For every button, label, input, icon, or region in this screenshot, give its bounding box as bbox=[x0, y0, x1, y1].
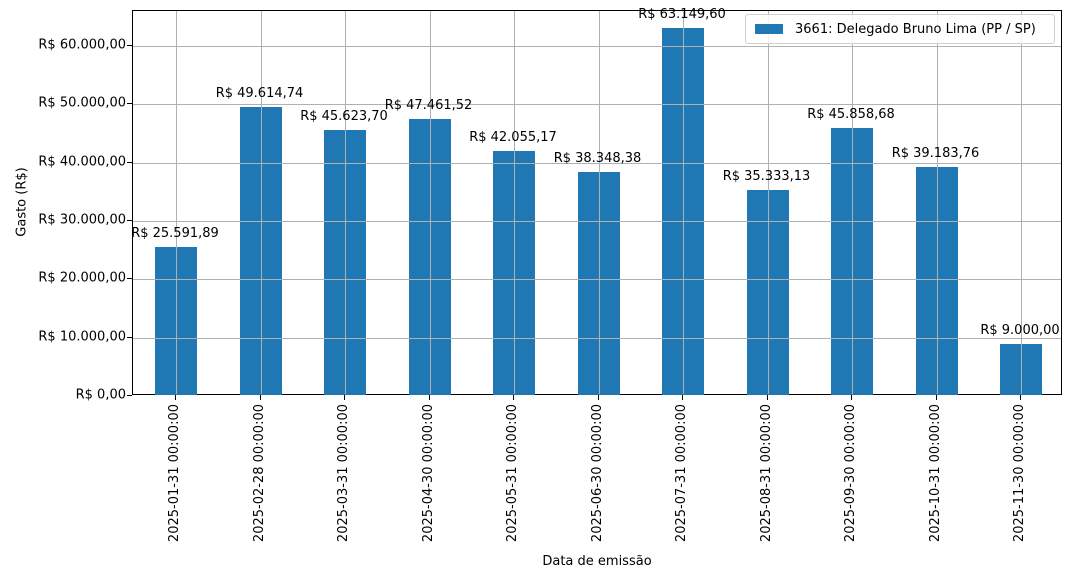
y-tick-label: R$ 60.000,00 bbox=[38, 37, 126, 53]
y-tick-label: R$ 10.000,00 bbox=[38, 329, 126, 345]
x-tick-label: 2025-04-30 00:00:00 bbox=[420, 404, 436, 543]
x-tick-mark bbox=[851, 395, 852, 400]
y-tick-mark bbox=[127, 278, 132, 280]
y-axis-label: Gasto (R$) bbox=[14, 167, 30, 237]
gridline-vertical bbox=[345, 11, 346, 394]
x-tick-mark bbox=[597, 395, 599, 400]
bar-value-label: R$ 38.348,38 bbox=[553, 151, 642, 167]
bar-value-label: R$ 35.333,13 bbox=[722, 168, 811, 184]
bar-value-label: R$ 25.591,89 bbox=[131, 225, 219, 241]
x-tick-mark bbox=[428, 395, 430, 400]
x-tick-label: 2025-09-30 00:00:00 bbox=[843, 404, 858, 543]
x-tick-label: 2025-05-31 00:00:00 bbox=[505, 404, 520, 543]
x-tick-label: 2025-07-31 00:00:00 bbox=[674, 404, 689, 543]
gridline-horizontal bbox=[133, 337, 1061, 339]
y-tick-mark bbox=[127, 336, 132, 338]
gridline-vertical bbox=[683, 11, 684, 394]
gridline-horizontal bbox=[133, 221, 1061, 222]
x-tick-label: 2025-08-31 00:00:00 bbox=[758, 404, 774, 543]
gridline-vertical bbox=[767, 11, 769, 394]
legend: 3661: Delegado Bruno Lima (PP / SP) bbox=[745, 14, 1055, 44]
bar-value-label: R$ 42.055,17 bbox=[469, 129, 557, 145]
bar-value-label: R$ 45.858,68 bbox=[807, 107, 895, 123]
x-tick-label: 2025-10-31 00:00:00 bbox=[927, 404, 943, 543]
y-tick-mark bbox=[127, 161, 132, 163]
x-tick-mark bbox=[259, 395, 261, 400]
y-tick-mark bbox=[127, 395, 132, 396]
gridline-horizontal bbox=[133, 162, 1061, 164]
bar-value-label: R$ 47.461,52 bbox=[384, 98, 473, 114]
bar-value-label: R$ 49.614,74 bbox=[215, 85, 304, 101]
gridline-vertical bbox=[429, 11, 431, 394]
x-axis-label: Data de emissão bbox=[542, 554, 652, 569]
x-tick-mark bbox=[175, 395, 176, 400]
x-tick-mark bbox=[1020, 395, 1021, 400]
bar-value-label: R$ 45.623,70 bbox=[300, 108, 388, 124]
bar-value-label: R$ 63.149,60 bbox=[638, 6, 726, 22]
x-tick-label: 2025-03-31 00:00:00 bbox=[336, 404, 351, 543]
bar-value-label: R$ 39.183,76 bbox=[891, 146, 980, 162]
gridline-horizontal bbox=[133, 104, 1061, 106]
x-tick-mark bbox=[935, 395, 937, 400]
x-tick-label: 2025-02-28 00:00:00 bbox=[251, 404, 267, 543]
x-tick-mark bbox=[682, 395, 683, 400]
y-tick-label: R$ 50.000,00 bbox=[38, 95, 126, 111]
gridline-vertical bbox=[1021, 11, 1022, 394]
y-tick-label: R$ 20.000,00 bbox=[38, 270, 126, 286]
x-tick-mark bbox=[513, 395, 514, 400]
y-tick-label: R$ 30.000,00 bbox=[38, 212, 126, 228]
x-tick-mark bbox=[344, 395, 345, 400]
gridline-vertical bbox=[598, 11, 600, 394]
gridline-vertical bbox=[852, 11, 853, 394]
plot-area bbox=[132, 10, 1062, 395]
x-tick-label: 2025-01-31 00:00:00 bbox=[167, 404, 182, 543]
gridline-vertical bbox=[936, 11, 938, 394]
y-tick-mark bbox=[127, 220, 132, 221]
y-tick-mark bbox=[127, 103, 132, 105]
legend-swatch bbox=[755, 24, 783, 34]
y-tick-label: R$ 40.000,00 bbox=[38, 154, 126, 170]
gridline-vertical bbox=[260, 11, 262, 394]
gridline-vertical bbox=[176, 11, 177, 394]
x-tick-label: 2025-11-30 00:00:00 bbox=[1012, 404, 1027, 543]
y-tick-mark bbox=[127, 45, 132, 46]
gridline-horizontal bbox=[133, 279, 1061, 281]
gridline-vertical bbox=[514, 11, 515, 394]
x-tick-mark bbox=[766, 395, 768, 400]
x-tick-label: 2025-06-30 00:00:00 bbox=[589, 404, 605, 543]
legend-label: 3661: Delegado Bruno Lima (PP / SP) bbox=[795, 21, 1036, 37]
bar-value-label: R$ 9.000,00 bbox=[980, 322, 1060, 338]
gridline-horizontal bbox=[133, 46, 1061, 47]
y-tick-label: R$ 0,00 bbox=[75, 387, 126, 403]
